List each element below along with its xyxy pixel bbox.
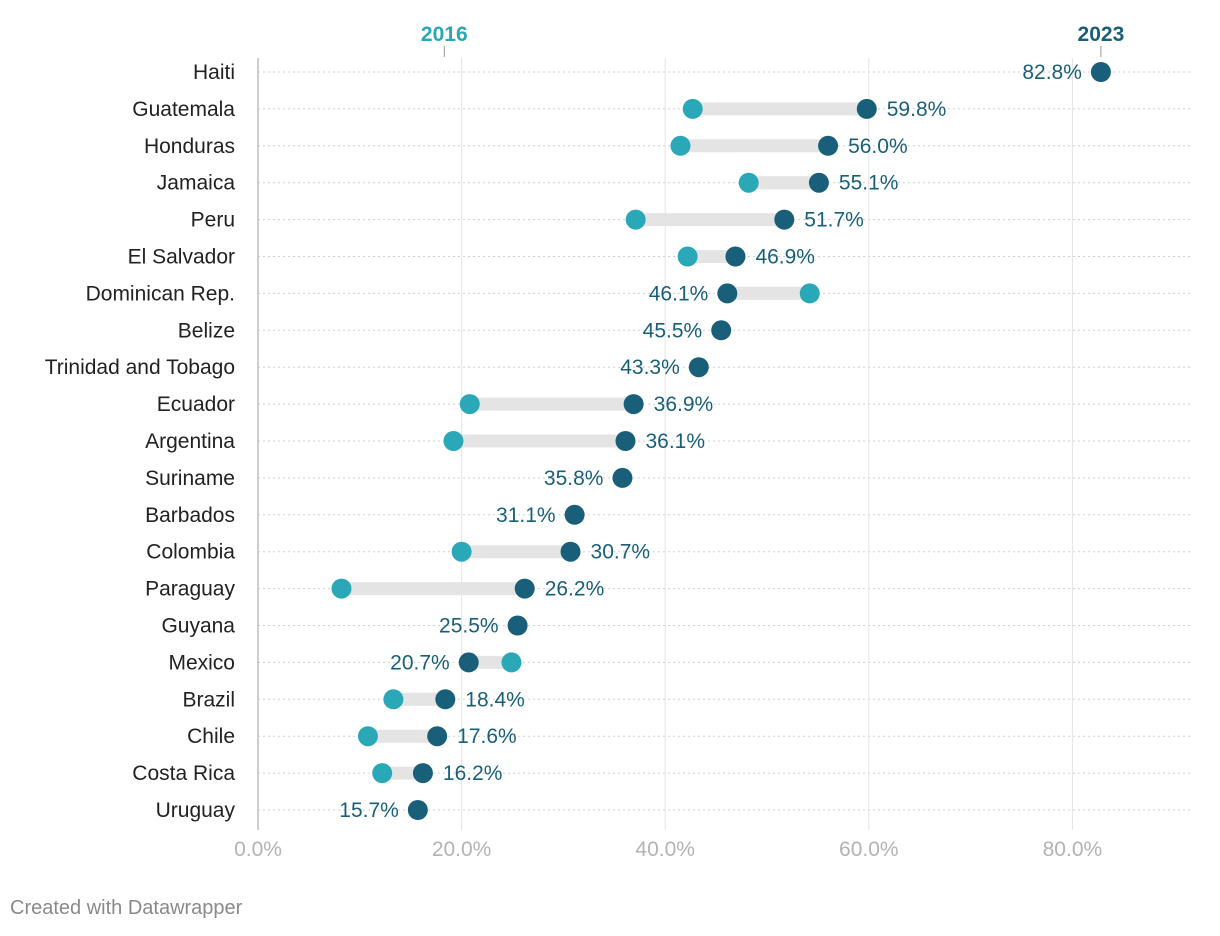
category-label: Jamaica [157,172,236,195]
value-label-2023: 17.6% [457,725,517,748]
category-label: Ecuador [157,393,235,416]
dot-2023 [623,394,644,415]
category-label: Guyana [161,615,235,638]
dot-2016 [451,541,472,562]
value-label-2023: 36.1% [645,430,705,453]
dot-2016 [331,578,352,599]
x-tick-label: 80.0% [1043,838,1103,861]
category-label: Mexico [168,651,235,674]
dot-2023 [856,98,877,119]
category-label: Barbados [145,504,235,527]
dot-2023 [711,320,732,341]
dot-2023 [560,541,581,562]
dot-layer [331,62,1111,820]
dot-2016 [459,394,480,415]
value-label-2023: 31.1% [496,504,556,527]
dot-2023 [1090,62,1111,82]
value-label-2023: 55.1% [839,172,899,195]
value-label-2023: 45.5% [643,319,703,342]
category-label: Chile [187,725,235,748]
dot-2023 [688,357,709,378]
x-tick-label: 0.0% [234,838,282,861]
dot-2023 [427,726,448,747]
dot-2016 [677,246,698,267]
category-label: Uruguay [156,799,236,822]
dot-2023 [435,689,456,710]
category-label: Peru [191,209,235,232]
value-label-2023: 56.0% [848,135,908,158]
value-label-2023: 43.3% [620,356,680,379]
legend-label-2023: 2023 [1078,23,1125,46]
dot-2016 [372,763,393,784]
dot-2023 [412,763,433,784]
dot-2023 [774,209,795,230]
dot-2016 [443,431,464,451]
category-label: Trinidad and Tobago [45,356,235,379]
value-label-2023: 18.4% [465,688,525,711]
dot-2016 [501,652,522,673]
category-label: Brazil [182,688,235,711]
label-layer: 0.0% 20.0% 40.0% 60.0% 80.0% Haiti Guatemala Ho… [45,23,1125,861]
category-label: Costa Rica [132,762,235,785]
dot-2023 [717,283,738,304]
category-label: Haiti [193,61,235,84]
value-label-2023: 59.8% [887,98,947,121]
category-label: Suriname [145,467,235,490]
dot-2016 [670,135,691,156]
x-tick-label: 60.0% [839,838,899,861]
grid-layer [257,58,1190,830]
dot-2016 [799,283,820,304]
dot-2023 [514,578,535,599]
dot-2016 [682,98,703,119]
value-label-2023: 26.2% [545,578,605,601]
dot-2016 [625,209,646,230]
dot-2016 [357,726,378,747]
legend-label-2016: 2016 [421,23,468,46]
value-label-2023: 46.1% [649,282,709,305]
category-label: Dominican Rep. [86,282,235,305]
category-label: Paraguay [145,578,235,601]
dot-2023 [458,652,479,673]
dot-2016 [738,172,759,193]
dot-2023 [407,800,428,820]
value-label-2023: 30.7% [591,541,651,564]
value-label-2023: 51.7% [804,209,864,232]
dot-2023 [818,135,839,156]
value-label-2023: 82.8% [1022,61,1082,84]
value-label-2023: 36.9% [654,393,714,416]
dot-2023 [612,467,633,488]
dot-2023 [615,431,636,451]
value-label-2023: 15.7% [339,799,399,822]
category-label: Belize [178,319,235,342]
category-label: El Salvador [128,246,235,269]
category-label: Guatemala [132,98,235,121]
dot-2023 [808,172,829,193]
value-label-2023: 35.8% [544,467,604,490]
dot-2023 [564,504,585,525]
value-label-2023: 25.5% [439,615,499,638]
value-label-2023: 20.7% [390,651,450,674]
dot-2016 [383,689,404,710]
value-label-2023: 16.2% [443,762,503,785]
x-tick-label: 20.0% [432,838,492,861]
dot-2023 [507,615,528,636]
value-label-2023: 46.9% [755,246,815,269]
category-label: Argentina [145,430,235,453]
dot-2023 [725,246,746,267]
credit-text[interactable]: Created with Datawrapper [10,897,243,919]
category-label: Honduras [144,135,235,158]
category-label: Colombia [146,541,235,564]
x-tick-label: 40.0% [635,838,695,861]
